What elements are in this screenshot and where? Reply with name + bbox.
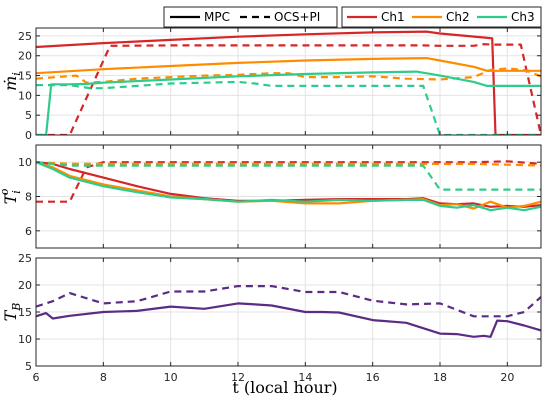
y-axis-title: TB — [1, 303, 23, 322]
x-axis-title: t (local hour) — [232, 378, 337, 397]
panel-T_out: 6 8 10 Tio — [0, 144, 542, 249]
x-tick-label: 8 — [100, 371, 107, 384]
x-tick-label: 16 — [366, 371, 380, 384]
x-tick-label: 18 — [433, 371, 447, 384]
y-tick-label: 25 — [18, 252, 32, 265]
series-line-ch3-ocspi — [36, 80, 541, 135]
series-line-ch1-mpc — [36, 30, 541, 135]
y-tick-label: 15 — [18, 306, 32, 319]
plot-frame — [35, 27, 542, 136]
legend-label: Ch3 — [511, 10, 535, 24]
y-tick-label: 25 — [18, 30, 32, 43]
legend-label: OCS+PI — [274, 10, 320, 24]
series-group — [36, 285, 541, 338]
series-line-tb-ocspi — [36, 285, 541, 318]
legend-box-controller — [163, 6, 338, 28]
x-tick-label: 20 — [500, 371, 514, 384]
series-line-ch1-ocspi — [36, 43, 541, 135]
series-line-ch2-mpc — [36, 161, 541, 210]
y-tick-label: 5 — [25, 360, 32, 373]
y-tick-label: 10 — [18, 156, 32, 169]
y-tick-label: 20 — [18, 279, 32, 292]
series-line-ch3-ocspi — [36, 161, 541, 191]
series-group — [36, 160, 541, 212]
y-tick-label: 15 — [18, 70, 32, 83]
legend-area: MPC OCS+PI Ch1 Ch2 Ch3 — [163, 6, 542, 28]
legend-label: Ch2 — [446, 10, 470, 24]
x-tick-label: 12 — [231, 371, 245, 384]
series-line-ch1-ocspi — [36, 160, 541, 203]
y-tick-label: 20 — [18, 50, 32, 63]
x-tick-label: 6 — [33, 371, 40, 384]
chart-panels: 0 5 10 15 20 25 ṁi 6 8 10 Tio 5 10 15 20 25 6 8 10 12 14 16 18… — [0, 27, 542, 384]
y-axis-title: ṁi — [1, 72, 23, 91]
panel-T_B: 5 10 15 20 25 6 8 10 12 14 16 18 20 TB — [1, 252, 542, 384]
series-group — [36, 30, 541, 135]
series-line-ch2-ocspi — [36, 67, 541, 84]
y-tick-label: 5 — [25, 109, 32, 122]
x-tick-label: 10 — [164, 371, 178, 384]
legend-label: MPC — [204, 10, 230, 24]
y-tick-label: 10 — [18, 333, 32, 346]
series-line-ch3-mpc — [36, 161, 541, 212]
series-line-ch2-mpc — [36, 57, 541, 75]
x-tick-label: 14 — [298, 371, 312, 384]
y-tick-label: 8 — [25, 191, 32, 204]
series-line-ch2-ocspi — [36, 161, 541, 167]
y-tick-label: 0 — [25, 129, 32, 142]
y-tick-label: 10 — [18, 89, 32, 102]
series-line-tb-mpc — [36, 302, 541, 338]
panel-m_dot: 0 5 10 15 20 25 ṁi — [1, 27, 542, 142]
legend-label: Ch1 — [381, 10, 405, 24]
y-tick-label: 6 — [25, 225, 32, 238]
series-line-ch3-mpc — [36, 70, 541, 135]
y-axis-title: Tio — [0, 188, 23, 204]
